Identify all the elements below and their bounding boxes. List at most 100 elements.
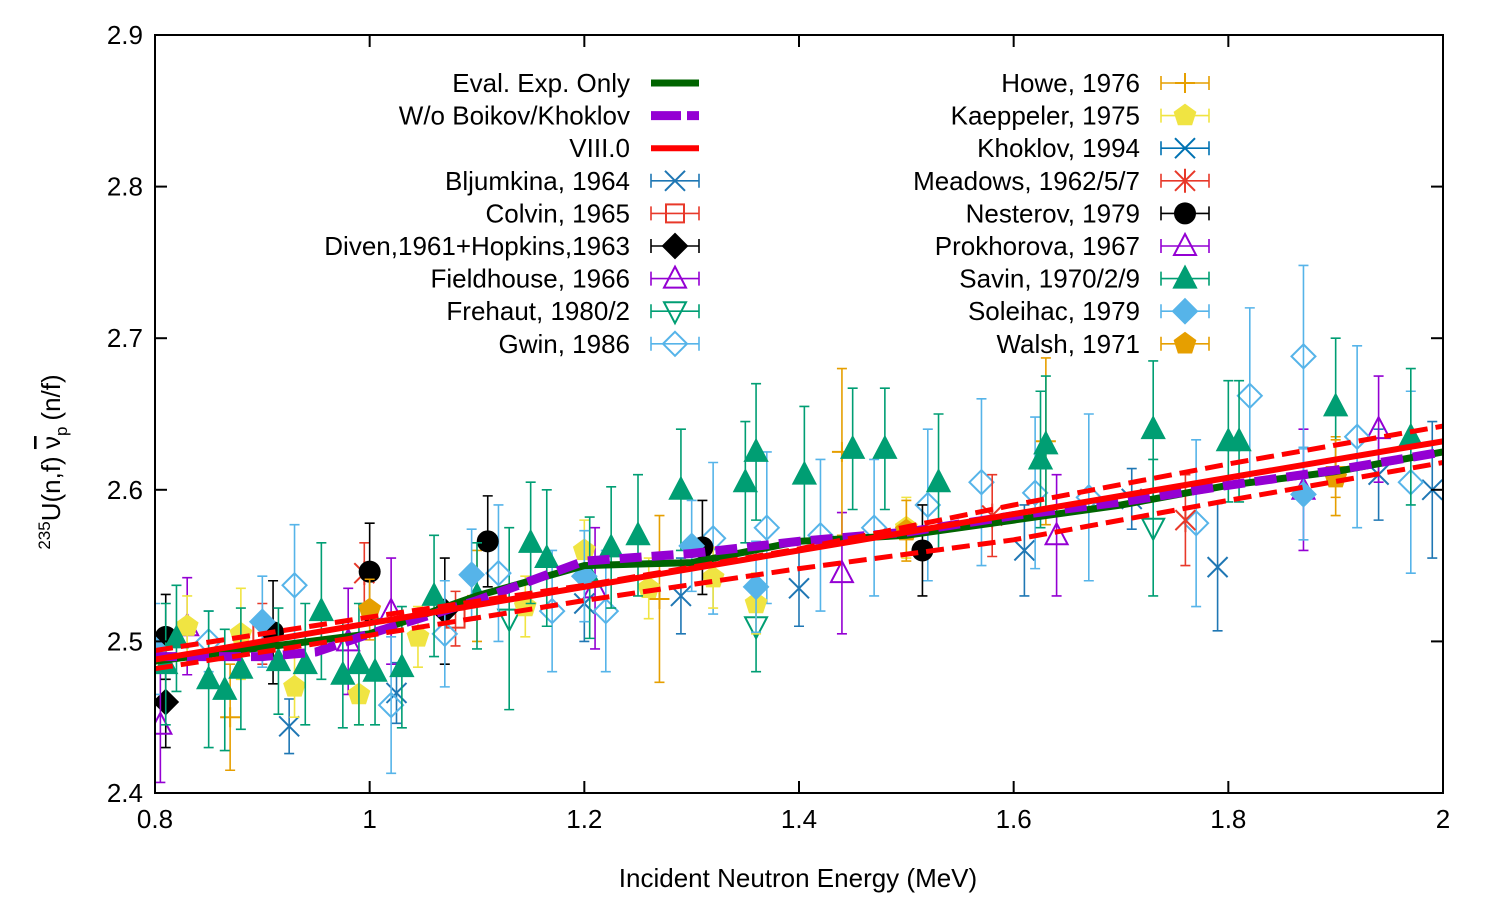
legend-entry: W/o Boikov/Khoklov	[399, 101, 699, 131]
legend-entry: Eval. Exp. Only	[452, 68, 699, 98]
marker-shape	[872, 434, 898, 459]
marker-shape	[662, 264, 688, 289]
legend-label: Fieldhouse, 1966	[431, 264, 630, 294]
legend-errorbar-sample	[650, 206, 700, 221]
legend-label: VIII.0	[569, 133, 630, 163]
data-point	[743, 437, 769, 462]
marker-shape	[753, 514, 781, 542]
marker-shape	[1174, 137, 1196, 159]
data-point	[518, 528, 544, 553]
y-tick-label: 2.4	[107, 778, 143, 808]
plot-area	[155, 264, 1443, 784]
marker-shape	[668, 475, 694, 500]
series-soleihac-1979	[155, 448, 1317, 696]
marker-shape	[1172, 264, 1198, 289]
error-bar	[493, 504, 504, 643]
error-bar	[504, 526, 515, 711]
x-tick-label: 0.8	[137, 804, 173, 834]
marker-shape	[283, 674, 306, 697]
data-point	[1043, 521, 1070, 546]
data-point	[1182, 509, 1210, 537]
error-bar	[1352, 344, 1363, 529]
plot-content	[155, 264, 1443, 784]
marker-shape	[661, 330, 689, 358]
marker-shape	[625, 521, 651, 546]
legend-marker-sample	[1173, 103, 1197, 126]
marker-shape	[911, 539, 934, 562]
legend-entry: VIII.0	[569, 133, 699, 163]
x-axis-label: Incident Neutron Energy (MeV)	[619, 863, 977, 893]
marker-shape	[362, 657, 388, 682]
x-tick-label: 1.6	[996, 804, 1032, 834]
legend-entry: Nesterov, 1979	[966, 198, 1210, 228]
legend-label: Eval. Exp. Only	[452, 68, 630, 98]
marker-shape	[1172, 231, 1198, 256]
data-point	[228, 654, 254, 679]
marker-shape	[840, 434, 866, 459]
data-point	[1236, 382, 1264, 410]
legend-entry: Prokhorova, 1967	[935, 231, 1210, 261]
series-gwin-1986	[195, 264, 1425, 775]
marker-shape	[389, 653, 415, 678]
legend-marker-sample	[1171, 297, 1199, 325]
marker-shape	[458, 561, 486, 589]
legend-entry: Khoklov, 1994	[977, 133, 1210, 163]
marker-shape	[518, 528, 544, 553]
marker-shape	[228, 654, 254, 679]
legend-label: Soleihac, 1979	[968, 296, 1140, 326]
y-axis-label: 235U(n,f) νp (n/f)	[35, 374, 71, 549]
legend-label: Colvin, 1965	[485, 198, 630, 228]
data-point	[1140, 517, 1166, 542]
data-point	[421, 581, 447, 606]
data-point	[911, 539, 934, 562]
data-point	[220, 707, 241, 728]
x-tick-label: 1.2	[566, 804, 602, 834]
x-tick-label: 1.8	[1210, 804, 1246, 834]
marker-shape	[421, 581, 447, 606]
legend-errorbar-sample	[650, 304, 700, 319]
legend-marker-sample	[661, 330, 689, 358]
data-point	[292, 649, 318, 675]
y-tick-label: 2.9	[107, 20, 143, 50]
error-bar	[869, 458, 880, 597]
legend-marker-sample	[1174, 168, 1196, 193]
data-point	[1206, 556, 1229, 578]
data-point	[925, 468, 952, 493]
marker-shape	[281, 571, 308, 599]
y-axis-label-sup: 235	[35, 521, 54, 549]
legend-entry: Meadows, 1962/5/7	[913, 166, 1210, 196]
marker-shape	[1043, 521, 1070, 546]
data-point	[1021, 479, 1049, 507]
marker-shape	[743, 437, 769, 462]
legend-label: Nesterov, 1979	[966, 198, 1140, 228]
data-point	[753, 514, 781, 542]
series-fieldhouse-1966	[155, 375, 1392, 784]
y-tick-label: 2.6	[107, 475, 143, 505]
data-point	[649, 588, 670, 609]
error-bar	[155, 602, 160, 696]
marker-shape	[1343, 423, 1371, 451]
marker-shape	[791, 460, 818, 485]
marker-shape	[1323, 392, 1349, 417]
series-howe-1976	[220, 357, 1346, 772]
curve-viii-0-upper-band	[155, 423, 1443, 653]
marker-shape	[1171, 297, 1199, 325]
legend-marker-sample	[662, 301, 688, 326]
error-bar	[1051, 473, 1062, 597]
data-point	[791, 460, 818, 485]
marker-shape	[1174, 508, 1197, 533]
marker-shape	[662, 301, 688, 326]
marker-shape	[308, 596, 335, 622]
legend-label: Prokhorova, 1967	[935, 231, 1140, 261]
x-tick-label: 1.4	[781, 804, 817, 834]
data-point	[196, 665, 222, 690]
marker-shape	[1236, 382, 1264, 410]
marker-shape	[1206, 556, 1229, 578]
legend-label: Savin, 1970/2/9	[959, 264, 1140, 294]
marker-shape	[1013, 539, 1036, 562]
marker-shape	[649, 588, 670, 609]
x-tick-label: 1	[362, 804, 376, 834]
data-point	[534, 543, 560, 569]
legend-entry: Fieldhouse, 1966	[431, 264, 700, 294]
legend-entry: Howe, 1976	[1001, 68, 1210, 98]
